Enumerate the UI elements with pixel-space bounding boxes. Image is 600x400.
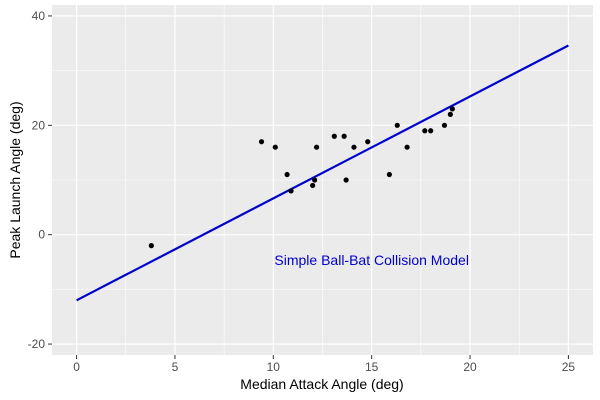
data-point — [310, 182, 316, 189]
data-point — [288, 188, 294, 194]
data-point — [422, 128, 428, 134]
data-point — [386, 171, 392, 178]
data-point — [284, 171, 290, 178]
data-point — [258, 139, 265, 145]
y-axis-ticks: -20 0 20 40 — [28, 9, 52, 351]
y-axis-title: Peak Launch Angle (deg) — [7, 101, 23, 258]
y-tick-label: -20 — [28, 337, 46, 351]
data-point — [447, 111, 453, 117]
data-point — [441, 122, 448, 128]
data-point — [404, 144, 410, 150]
data-point — [449, 106, 455, 112]
y-tick-label: 40 — [32, 9, 46, 23]
x-tick-label: 20 — [463, 360, 477, 374]
y-tick-label: 20 — [32, 118, 46, 132]
model-annotation: Simple Ball-Bat Collision Model — [274, 252, 469, 268]
data-point — [312, 177, 318, 183]
x-axis-ticks: 0 5 10 15 20 25 — [73, 355, 575, 374]
x-tick-label: 10 — [267, 360, 281, 374]
x-axis-title: Median Attack Angle (deg) — [240, 376, 403, 392]
data-points — [148, 106, 455, 249]
data-point — [313, 144, 320, 150]
data-point — [272, 144, 278, 150]
data-point — [351, 144, 357, 150]
model-line — [76, 44, 569, 302]
data-point — [148, 243, 154, 249]
x-tick-label: 25 — [562, 360, 576, 374]
grid-major — [52, 5, 593, 355]
grid-minor — [52, 5, 593, 355]
y-tick-label: 0 — [38, 228, 45, 242]
data-point — [394, 122, 400, 128]
data-point — [331, 133, 337, 139]
data-point — [428, 128, 434, 134]
x-tick-label: 0 — [73, 360, 80, 374]
x-tick-label: 15 — [365, 360, 379, 374]
x-tick-label: 5 — [172, 360, 179, 374]
data-point — [365, 139, 371, 145]
data-point — [341, 133, 347, 139]
data-point — [343, 177, 349, 183]
